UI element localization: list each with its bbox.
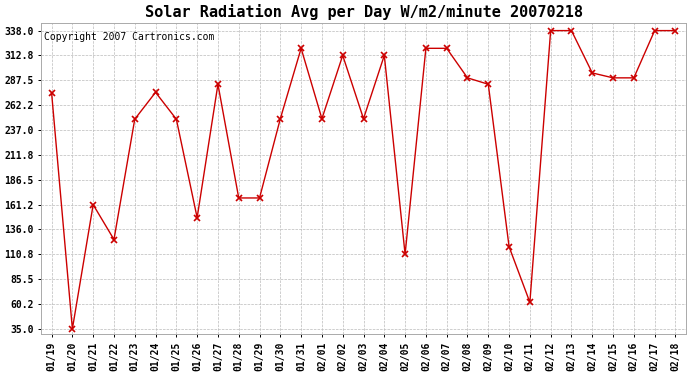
Title: Solar Radiation Avg per Day W/m2/minute 20070218: Solar Radiation Avg per Day W/m2/minute …: [144, 4, 582, 20]
Text: Copyright 2007 Cartronics.com: Copyright 2007 Cartronics.com: [44, 32, 215, 42]
